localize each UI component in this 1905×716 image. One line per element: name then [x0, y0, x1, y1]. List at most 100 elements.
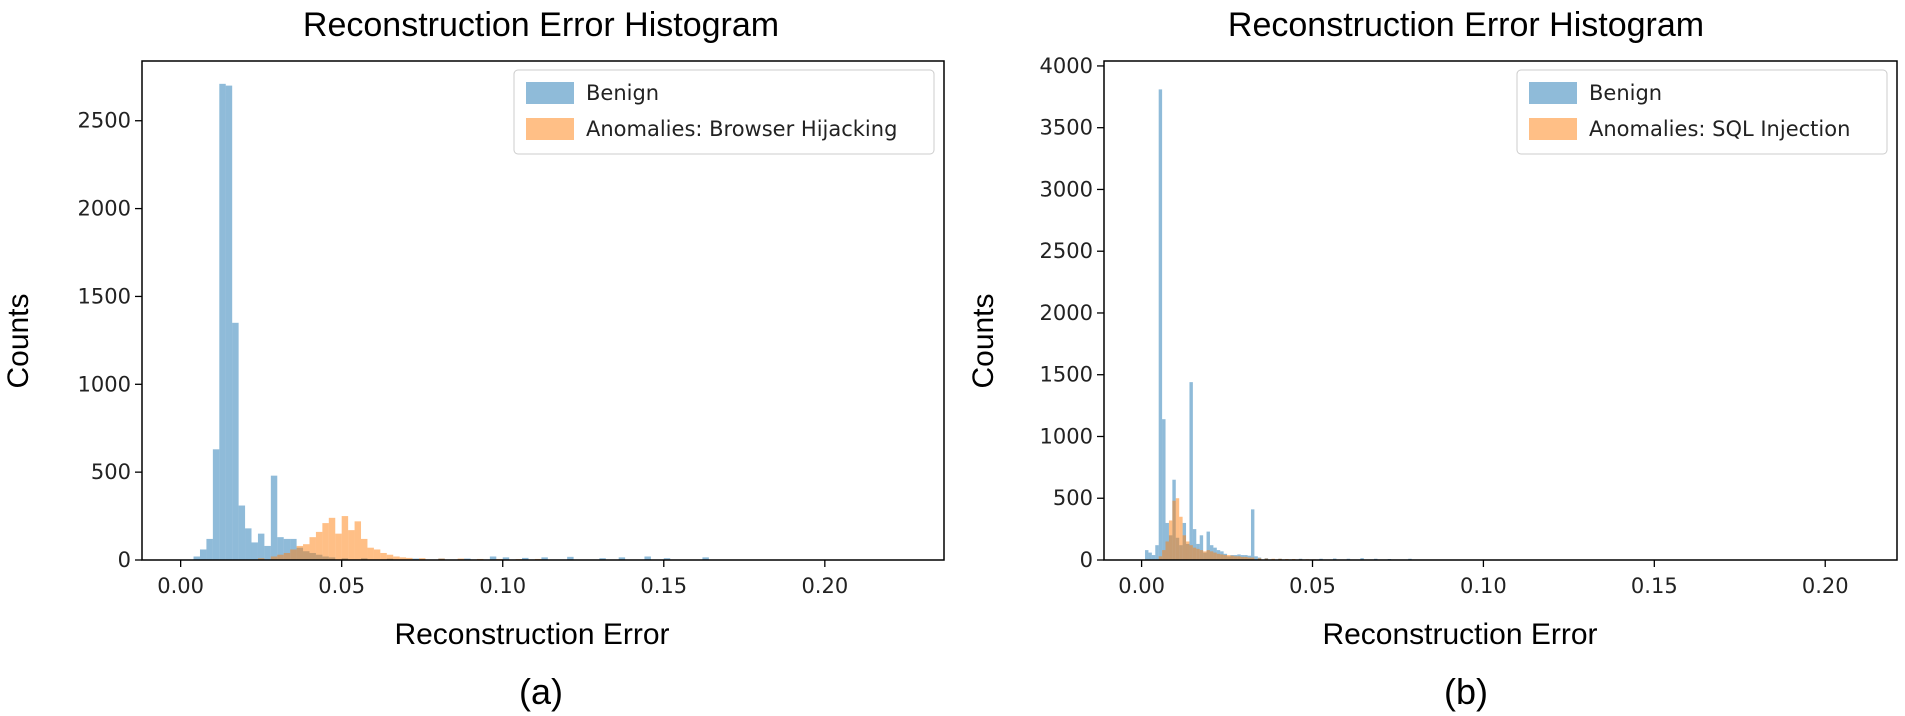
bar-1-5-b [1175, 498, 1180, 560]
panel-label-a: (a) [519, 671, 563, 712]
bar-1-14-b [1206, 550, 1210, 560]
panel-label-b: (b) [1444, 671, 1488, 712]
x-axis-label-b: Reconstruction Error [1322, 618, 1597, 651]
bar-1-3-a [283, 552, 291, 560]
x-tick-label-a-0: 0.00 [157, 574, 204, 598]
bar-1-17-b [1216, 553, 1221, 560]
bar-1-10-b [1192, 547, 1197, 560]
bar-1-8-a [315, 531, 323, 560]
bar-0-31-a [541, 557, 548, 560]
bar-0-31-b [1250, 509, 1255, 560]
bar-0-29-a [502, 557, 510, 560]
bar-1-16-a [367, 547, 374, 560]
bar-1-13-a [348, 530, 355, 560]
bar-0-1-b [1148, 552, 1152, 560]
bar-0-33-a [599, 558, 606, 560]
bar-0-6-a [232, 322, 239, 560]
y-tick-label-b-3: 1500 [1040, 363, 1093, 387]
y-tick-label-a-5: 2500 [78, 109, 131, 133]
bar-1-22-b [1233, 556, 1238, 560]
y-axis-label-b: Counts [967, 293, 1000, 388]
chart-title-a: Reconstruction Error Histogram [303, 6, 779, 44]
legend-box-a [513, 69, 935, 155]
bar-0-4-b [1158, 89, 1163, 560]
bar-0-34-a [618, 557, 626, 560]
bar-0-13-a [277, 537, 284, 560]
legend-swatch-0-b [1529, 82, 1577, 104]
bar-0-4-a [219, 83, 226, 560]
bar-1-7-b [1182, 535, 1187, 560]
chart-title-b: Reconstruction Error Histogram [1228, 6, 1704, 44]
bar-0-36-a [663, 558, 671, 560]
bar-0-32-a [567, 556, 574, 560]
bar-1-0-b [1158, 556, 1163, 560]
y-tick-label-a-0: 0 [118, 548, 131, 572]
bar-0-5-a [225, 85, 233, 560]
bar-1-5-a [296, 545, 304, 560]
bar-0-14-a [283, 538, 291, 560]
y-tick-label-a-4: 2000 [78, 197, 131, 221]
x-tick-label-a-2: 0.10 [479, 574, 526, 598]
x-tick-label-a-4: 0.20 [801, 574, 848, 598]
bar-1-19-b [1223, 555, 1228, 560]
x-tick-label-b-0: 0.00 [1118, 574, 1165, 598]
bar-0-13-b [1189, 382, 1193, 560]
bar-1-23-b [1237, 556, 1241, 560]
plot-frame-a [141, 60, 945, 561]
bar-1-27-b [1250, 557, 1255, 560]
bar-0-0-a [193, 556, 200, 560]
bar-0-32-b [1254, 556, 1258, 560]
bar-1-19-a [386, 554, 394, 560]
y-tick-label-b-0: 0 [1080, 548, 1093, 572]
bar-0-5-b [1162, 419, 1166, 560]
bar-0-12-a [270, 475, 278, 560]
x-tick-label-a-3: 0.15 [640, 574, 687, 598]
bar-1-0-a [257, 558, 265, 560]
bar-0-8-a [245, 528, 252, 560]
bar-0-1-a [199, 549, 207, 560]
bar-1-28-b [1257, 558, 1262, 560]
bar-1-10-a [328, 517, 336, 560]
bar-0-40-b [1360, 558, 1364, 560]
bar-1-23-a [419, 558, 426, 560]
bar-0-15-a [290, 538, 297, 560]
x-tick-label-b-2: 0.10 [1460, 574, 1507, 598]
bar-0-3-a [212, 449, 220, 560]
bar-1-13-b [1203, 551, 1207, 560]
bar-1-11-b [1196, 548, 1200, 560]
bar-1-16-b [1213, 552, 1217, 560]
bar-1-12-b [1199, 550, 1204, 560]
legend-b: Benign Anomalies: SQL Injection [1516, 69, 1888, 155]
bar-1-4-a [290, 549, 297, 560]
chart-panel-a: Reconstruction Error Histogram 0.00 0.05 0… [2, 6, 945, 712]
bar-1-20-b [1227, 555, 1231, 560]
x-tick-label-b-3: 0.15 [1631, 574, 1678, 598]
x-tick-label-b-1: 0.05 [1289, 574, 1336, 598]
legend-label-1-a: Anomalies: Browser Hijacking [586, 117, 897, 141]
y-tick-label-b-2: 1000 [1040, 424, 1093, 448]
bar-1-2-b [1165, 541, 1169, 560]
bar-1-22-a [406, 557, 413, 560]
y-tick-label-b-7: 3500 [1040, 116, 1093, 140]
plot-frame-b [1103, 60, 1898, 561]
legend-box-b [1516, 69, 1888, 155]
y-tick-label-b-5: 2500 [1040, 239, 1093, 263]
bar-1-15-a [361, 538, 368, 560]
bar-0-3-b [1155, 545, 1159, 560]
bar-0-14-b [1192, 529, 1197, 560]
x-tick-label-a-1: 0.05 [318, 574, 365, 598]
bar-1-18-a [380, 552, 387, 560]
bar-1-4-b [1172, 500, 1176, 560]
y-axis-label-a: Counts [2, 293, 35, 388]
bar-1-9-b [1189, 545, 1193, 560]
legend-label-0-a: Benign [586, 81, 659, 105]
bar-0-16-b [1199, 535, 1204, 560]
bar-1-8-b [1186, 541, 1190, 560]
bar-0-30-a [522, 557, 529, 560]
y-tick-label-b-4: 2000 [1040, 301, 1093, 325]
bar-1-21-a [399, 557, 407, 560]
bar-1-21-b [1230, 555, 1234, 560]
y-tick-label-b-8: 4000 [1040, 54, 1093, 78]
bar-1-1-b [1162, 550, 1166, 560]
